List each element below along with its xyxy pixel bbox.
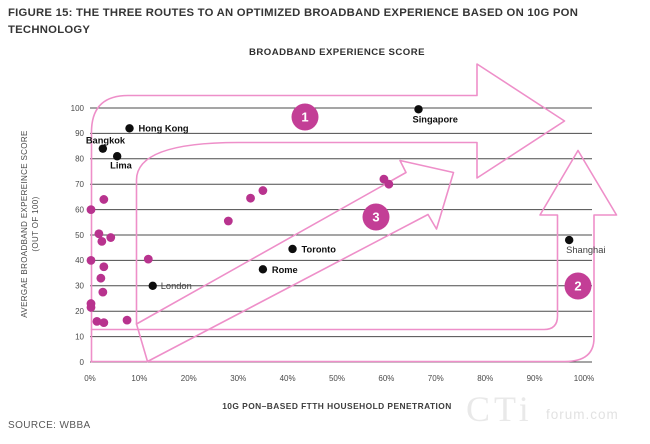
x-tick-label: 90% bbox=[527, 374, 543, 383]
data-point bbox=[143, 254, 153, 264]
watermark-logo: CTi bbox=[466, 389, 533, 429]
data-point bbox=[246, 193, 255, 203]
y-tick-label: 10 bbox=[75, 332, 84, 341]
city-label: Hong Kong bbox=[139, 123, 189, 133]
city-label: Singapore bbox=[413, 114, 458, 124]
data-point bbox=[106, 233, 116, 242]
data-point bbox=[99, 318, 109, 328]
data-point bbox=[86, 256, 96, 265]
route-badges: 1 2 3 bbox=[291, 103, 592, 300]
city-label: Lima bbox=[110, 160, 133, 170]
x-tick-label: 60% bbox=[378, 374, 394, 383]
data-point bbox=[86, 205, 96, 215]
route-3-number: 3 bbox=[372, 210, 379, 225]
data-point bbox=[86, 302, 96, 312]
city-label: London bbox=[161, 281, 192, 291]
data-point bbox=[99, 262, 109, 272]
x-tick-label: 20% bbox=[181, 374, 197, 383]
watermark: CTi forum.com bbox=[466, 388, 646, 434]
x-tick-label: 50% bbox=[329, 374, 345, 383]
city-point bbox=[148, 281, 157, 290]
y-tick-label: 0 bbox=[80, 358, 85, 367]
route-3-badge: 3 bbox=[362, 203, 390, 231]
y-tick-label: 40 bbox=[75, 256, 84, 265]
data-point bbox=[122, 315, 132, 325]
y-tick-label: 20 bbox=[75, 307, 84, 316]
x-tick-label: 80% bbox=[477, 374, 493, 383]
x-tick-label: 30% bbox=[230, 374, 246, 383]
city-label: Rome bbox=[272, 265, 298, 275]
city-point bbox=[98, 144, 108, 153]
route-1-badge-circle bbox=[291, 103, 319, 131]
data-point bbox=[223, 216, 233, 226]
x-axis-label: 10G PON–BASED FTTH HOUSEHOLD PENETRATION bbox=[222, 401, 452, 411]
source-text: SOURCE: WBBA bbox=[8, 420, 91, 431]
city-point bbox=[258, 265, 268, 274]
city-point bbox=[125, 124, 134, 133]
x-tick-label: 100% bbox=[574, 374, 594, 383]
route-3-arrow bbox=[135, 159, 455, 363]
route-arrows bbox=[90, 63, 618, 363]
x-tick-label: 10% bbox=[131, 374, 147, 383]
y-tick-label: 30 bbox=[75, 282, 84, 291]
route-2-badge-circle bbox=[564, 272, 592, 300]
data-point bbox=[384, 179, 394, 189]
y-tick-label: 50 bbox=[75, 231, 84, 240]
data-point bbox=[258, 186, 268, 195]
route-2-arrow bbox=[90, 149, 618, 363]
x-tick-label: 70% bbox=[428, 374, 444, 383]
x-tick-label: 40% bbox=[280, 374, 296, 383]
city-label: Bangkok bbox=[86, 136, 126, 146]
y-tick-label: 80 bbox=[75, 155, 84, 164]
figure-title: FIGURE 15: THE THREE ROUTES TO AN OPTIMI… bbox=[8, 7, 579, 36]
data-point bbox=[98, 287, 108, 297]
data-point bbox=[96, 273, 106, 283]
data-point bbox=[92, 316, 102, 326]
watermark-domain: forum.com bbox=[546, 407, 619, 422]
route-2-badge: 2 bbox=[564, 272, 592, 300]
route-2-number: 2 bbox=[574, 279, 581, 294]
city-point bbox=[414, 105, 423, 114]
gridlines: 0 10 20 30 40 50 60 70 80 90 100 0% 10% 20% 30% 40% 50% 6… bbox=[71, 104, 595, 383]
data-point bbox=[97, 236, 107, 246]
city-label: Toronto bbox=[302, 244, 337, 254]
y-tick-label: 60 bbox=[75, 205, 84, 214]
data-point bbox=[94, 229, 104, 239]
x-tick-label: 0% bbox=[84, 374, 96, 383]
y-tick-label: 70 bbox=[75, 180, 84, 189]
route-1-badge: 1 bbox=[291, 103, 319, 131]
y-tick-label: 90 bbox=[75, 129, 84, 138]
data-point bbox=[99, 195, 109, 204]
route-1-number: 1 bbox=[301, 110, 308, 125]
city-label: Shanghai bbox=[566, 245, 605, 255]
route-3-badge-circle bbox=[362, 203, 390, 231]
chart-title: BROADBAND EXPERIENCE SCORE bbox=[249, 47, 425, 58]
city-point bbox=[112, 152, 122, 161]
route-1-arrow bbox=[90, 63, 566, 363]
y-tick-label: 100 bbox=[71, 104, 85, 113]
city-point bbox=[564, 235, 574, 245]
city-point bbox=[288, 244, 297, 254]
data-points: Bangkok Lima Hong Kong Singapore London Rome T… bbox=[86, 105, 605, 328]
